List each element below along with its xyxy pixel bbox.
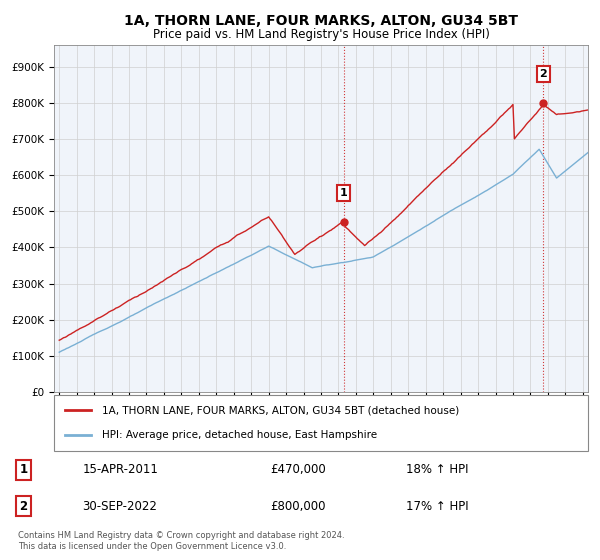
- Text: Price paid vs. HM Land Registry's House Price Index (HPI): Price paid vs. HM Land Registry's House …: [152, 28, 490, 41]
- Text: £800,000: £800,000: [271, 500, 326, 512]
- Text: 18% ↑ HPI: 18% ↑ HPI: [406, 463, 469, 476]
- Text: 2: 2: [20, 500, 28, 512]
- Text: 17% ↑ HPI: 17% ↑ HPI: [406, 500, 469, 512]
- Text: 1A, THORN LANE, FOUR MARKS, ALTON, GU34 5BT (detached house): 1A, THORN LANE, FOUR MARKS, ALTON, GU34 …: [102, 405, 460, 416]
- Text: £470,000: £470,000: [271, 463, 326, 476]
- FancyBboxPatch shape: [54, 395, 588, 451]
- Text: Contains HM Land Registry data © Crown copyright and database right 2024.
This d: Contains HM Land Registry data © Crown c…: [18, 531, 344, 551]
- Text: 1: 1: [20, 463, 28, 476]
- Text: 30-SEP-2022: 30-SEP-2022: [82, 500, 157, 512]
- Title: 1A, THORN LANE, FOUR MARKS, ALTON, GU34 5BT: 1A, THORN LANE, FOUR MARKS, ALTON, GU34 …: [124, 15, 518, 29]
- Text: 1: 1: [340, 188, 347, 198]
- Text: 15-APR-2011: 15-APR-2011: [82, 463, 158, 476]
- Text: HPI: Average price, detached house, East Hampshire: HPI: Average price, detached house, East…: [102, 430, 377, 440]
- Text: 2: 2: [539, 69, 547, 79]
